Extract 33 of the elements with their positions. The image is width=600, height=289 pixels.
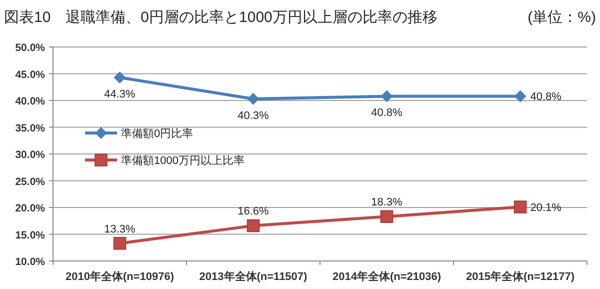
ytick: 30.0% — [15, 149, 45, 161]
xtick: 2013年全体(n=11507) — [199, 271, 308, 283]
point — [380, 210, 394, 223]
data-label: 18.3% — [371, 196, 402, 209]
legend-label: 準備額1000万円以上比率 — [121, 154, 244, 167]
title: 図表10 退職準備、0円層の比率と1000万円以上層の比率の推移 — [4, 9, 438, 26]
xtick: 2010年全体(n=10976) — [65, 271, 174, 283]
ytick: 15.0% — [15, 229, 45, 242]
xtick: 2015年全体(n=12177) — [466, 271, 575, 283]
point — [114, 71, 126, 84]
point — [380, 90, 393, 102]
point — [514, 200, 527, 214]
data-label: 40.8% — [371, 107, 402, 120]
data-label: 40.8% — [530, 91, 562, 104]
ytick: 50.0% — [15, 42, 45, 54]
ytick: 10.0% — [15, 256, 45, 268]
data-label: 40.3% — [238, 110, 269, 122]
point — [247, 92, 260, 105]
ytick: 25.0% — [15, 176, 45, 188]
data-label: 16.6% — [238, 206, 269, 218]
ytick: 20.0% — [15, 202, 45, 214]
ytick: 45.0% — [15, 68, 45, 81]
point — [246, 219, 260, 232]
point — [113, 236, 126, 250]
data-label: 20.1% — [530, 202, 562, 214]
ytick: 40.0% — [15, 96, 45, 108]
point — [514, 90, 526, 102]
ytick: 35.0% — [15, 122, 45, 134]
data-label: 13.3% — [104, 223, 136, 236]
data-label: 44.3% — [104, 88, 136, 100]
xtick: 2014年全体(n=21036) — [332, 271, 442, 283]
legend-label: 準備額0円比率 — [121, 127, 194, 140]
subtitle: (単位：%) — [528, 9, 596, 26]
